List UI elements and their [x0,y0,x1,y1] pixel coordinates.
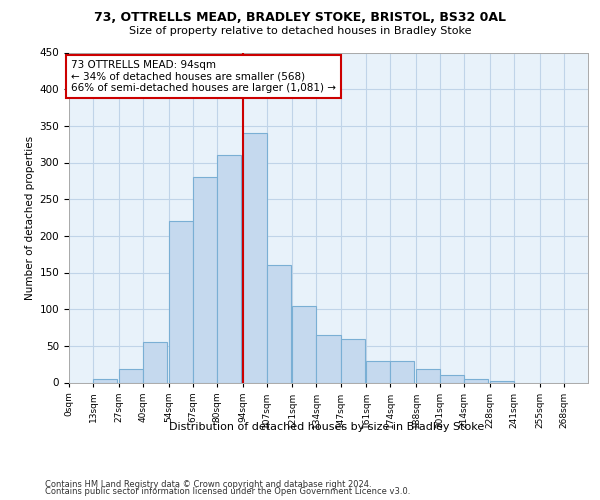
Bar [119,370,143,382]
Bar [440,375,464,382]
Bar [266,265,290,382]
Bar [193,177,217,382]
Bar [143,342,167,382]
Bar [464,379,488,382]
Y-axis label: Number of detached properties: Number of detached properties [25,136,35,300]
Bar [316,335,341,382]
Text: Size of property relative to detached houses in Bradley Stoke: Size of property relative to detached ho… [129,26,471,36]
Text: 73, OTTRELLS MEAD, BRADLEY STOKE, BRISTOL, BS32 0AL: 73, OTTRELLS MEAD, BRADLEY STOKE, BRISTO… [94,11,506,24]
Bar [93,379,117,382]
Text: Contains public sector information licensed under the Open Government Licence v3: Contains public sector information licen… [45,487,410,496]
Bar [416,370,440,382]
Text: Contains HM Land Registry data © Crown copyright and database right 2024.: Contains HM Land Registry data © Crown c… [45,480,371,489]
Bar [367,360,391,382]
Text: 73 OTTRELLS MEAD: 94sqm
← 34% of detached houses are smaller (568)
66% of semi-d: 73 OTTRELLS MEAD: 94sqm ← 34% of detache… [71,60,336,93]
Bar [242,133,266,382]
Bar [292,306,316,382]
Bar [217,155,241,382]
Bar [169,221,193,382]
Bar [490,381,514,382]
Bar [391,360,415,382]
Text: Distribution of detached houses by size in Bradley Stoke: Distribution of detached houses by size … [169,422,485,432]
Bar [341,338,365,382]
